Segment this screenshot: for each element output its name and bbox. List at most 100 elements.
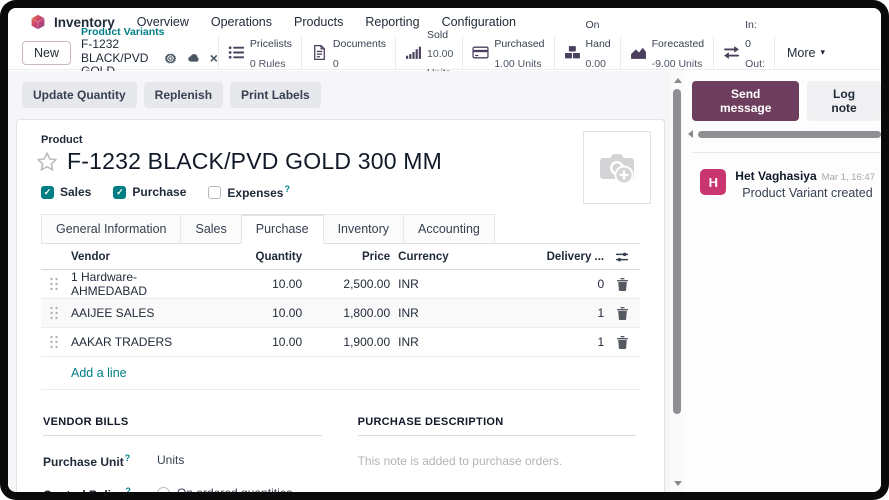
radio-label: On ordered quantities	[177, 486, 292, 492]
checkbox-sales[interactable]: ✓ Sales	[41, 185, 91, 199]
log-note-button[interactable]: Log note	[807, 81, 881, 121]
send-message-button[interactable]: Send message	[692, 81, 800, 121]
price-cell[interactable]: 1,800.00	[343, 306, 391, 320]
cloud-save-icon[interactable]	[187, 52, 200, 65]
cubes-icon	[564, 46, 580, 59]
table-body: 1 Hardware- AHMEDABAD 10.00 2,500.00 INR…	[41, 270, 641, 357]
table-row[interactable]: AAKAR TRADERS 10.00 1,900.00 INR 1	[41, 328, 641, 357]
delete-row-icon[interactable]	[616, 335, 629, 349]
print-labels-button[interactable]: Print Labels	[230, 82, 321, 108]
vendor-cell[interactable]: AAKAR TRADERS	[71, 335, 173, 349]
nav-products[interactable]: Products	[294, 15, 344, 29]
discard-icon[interactable]: ×	[209, 50, 218, 67]
delete-row-icon[interactable]	[616, 306, 629, 320]
help-icon: ?	[125, 486, 131, 492]
checkbox-label: Expenses?	[227, 184, 290, 200]
stat-value: 0	[332, 57, 339, 70]
stat-documents[interactable]: Documents 0	[300, 35, 395, 70]
col-vendor[interactable]: Vendor	[71, 250, 110, 263]
scroll-down-icon[interactable]	[674, 481, 683, 486]
price-cell[interactable]: 1,900.00	[343, 335, 391, 349]
product-title[interactable]: F-1232 BLACK/PVD GOLD 300 MM	[67, 148, 443, 174]
radio-on-ordered-quantities[interactable]: On ordered quantities	[157, 486, 292, 492]
table-row[interactable]: AAIJEE SALES 10.00 1,800.00 INR 1	[41, 299, 641, 328]
app-name[interactable]: Inventory	[54, 14, 115, 30]
quantity-cell[interactable]: 10.00	[272, 277, 303, 291]
vendor-bills-title: VENDOR BILLS	[43, 416, 322, 436]
scroll-up-icon[interactable]	[674, 78, 683, 83]
control-panel: New Product Variants F-1232 BLACK/PVD GO…	[8, 19, 881, 89]
checkbox-purchase[interactable]: ✓ Purchase	[113, 185, 186, 199]
form-groups: VENDOR BILLS Purchase Unit? Units Contro…	[41, 416, 640, 492]
product-image-upload[interactable]	[583, 131, 652, 204]
col-delivery[interactable]: Delivery ...	[546, 250, 605, 263]
drag-handle-icon[interactable]	[49, 277, 59, 291]
replenish-button[interactable]: Replenish	[143, 82, 224, 108]
tab-sales[interactable]: Sales	[180, 214, 242, 243]
scrollbar-thumb[interactable]	[673, 89, 682, 414]
message-date: Mar 1, 16:47	[821, 172, 875, 183]
update-quantity-button[interactable]: Update Quantity	[22, 82, 137, 108]
nav-operations[interactable]: Operations	[210, 15, 273, 29]
breadcrumb-parent-link[interactable]: Product Variants	[81, 25, 165, 38]
quantity-cell[interactable]: 10.00	[272, 306, 303, 320]
form-sheet: Product F-1232 BLACK/PVD GOLD 300 MM ✓ S…	[16, 119, 666, 492]
checkbox-label: Sales	[60, 185, 92, 199]
add-a-line-link[interactable]: Add a line	[41, 357, 641, 390]
table-header-row: Vendor Quantity Price Currency Delivery …	[41, 244, 641, 270]
stat-label: Pricelists	[249, 38, 292, 51]
nav-configuration[interactable]: Configuration	[441, 15, 516, 29]
inventory-app-icon[interactable]	[30, 14, 46, 30]
vendor-cell[interactable]: AAIJEE SALES	[71, 306, 155, 320]
stat-purchased[interactable]: Purchased 1.00 Units	[462, 35, 553, 70]
gear-icon[interactable]	[164, 52, 177, 65]
currency-cell[interactable]: INR	[398, 277, 419, 291]
avatar[interactable]: H	[700, 169, 727, 195]
vertical-scrollbar[interactable]	[670, 71, 685, 492]
purchase-unit-label: Purchase Unit?	[43, 453, 131, 469]
checkbox-expenses[interactable]: Expenses?	[208, 184, 290, 200]
message-body: Product Variant created	[742, 186, 873, 200]
tab-accounting[interactable]: Accounting	[403, 214, 495, 243]
nav-overview[interactable]: Overview	[136, 15, 189, 29]
message-author[interactable]: Het Vaghasiya	[735, 169, 817, 183]
favorite-star-icon[interactable]	[35, 150, 59, 174]
scroll-left-icon[interactable]	[688, 130, 694, 138]
optional-columns-icon[interactable]	[615, 250, 629, 264]
purchase-unit-value[interactable]: Units	[157, 453, 185, 467]
nav-reporting[interactable]: Reporting	[365, 15, 420, 29]
col-quantity[interactable]: Quantity	[255, 250, 303, 263]
delivery-cell[interactable]: 1	[597, 335, 605, 349]
app-window: Inventory Overview Operations Products R…	[8, 8, 881, 492]
scrollbar-thumb[interactable]	[698, 130, 881, 138]
vendor-pricelist-table: Vendor Quantity Price Currency Delivery …	[41, 244, 641, 390]
purchase-description-input[interactable]: This note is added to purchase orders.	[357, 454, 563, 468]
col-price[interactable]: Price	[362, 250, 391, 263]
table-row[interactable]: 1 Hardware- AHMEDABAD 10.00 2,500.00 INR…	[41, 270, 641, 299]
tab-general-information[interactable]: General Information	[41, 214, 182, 243]
drag-handle-icon[interactable]	[49, 335, 59, 349]
tab-inventory[interactable]: Inventory	[322, 214, 404, 243]
vendor-cell[interactable]: 1 Hardware- AHMEDABAD	[71, 270, 148, 298]
delivery-cell[interactable]: 1	[597, 306, 605, 320]
checkbox-checked-icon: ✓	[113, 185, 127, 199]
horizontal-scrollbar[interactable]	[688, 130, 881, 138]
currency-cell[interactable]: INR	[398, 335, 419, 349]
currency-cell[interactable]: INR	[398, 306, 419, 320]
quantity-cell[interactable]: 10.00	[272, 335, 303, 349]
new-button[interactable]: New	[22, 40, 72, 65]
tab-purchase[interactable]: Purchase	[240, 214, 324, 244]
delete-row-icon[interactable]	[616, 277, 629, 291]
drag-handle-icon[interactable]	[49, 306, 59, 320]
more-button[interactable]: More ▾	[773, 35, 837, 70]
stat-pricelists[interactable]: Pricelists 0 Rules	[217, 35, 301, 70]
stat-forecasted[interactable]: Forecasted -9.00 Units	[619, 35, 714, 70]
delivery-cell[interactable]: 0	[597, 277, 605, 291]
price-cell[interactable]: 2,500.00	[343, 277, 391, 291]
col-currency[interactable]: Currency	[398, 250, 449, 263]
